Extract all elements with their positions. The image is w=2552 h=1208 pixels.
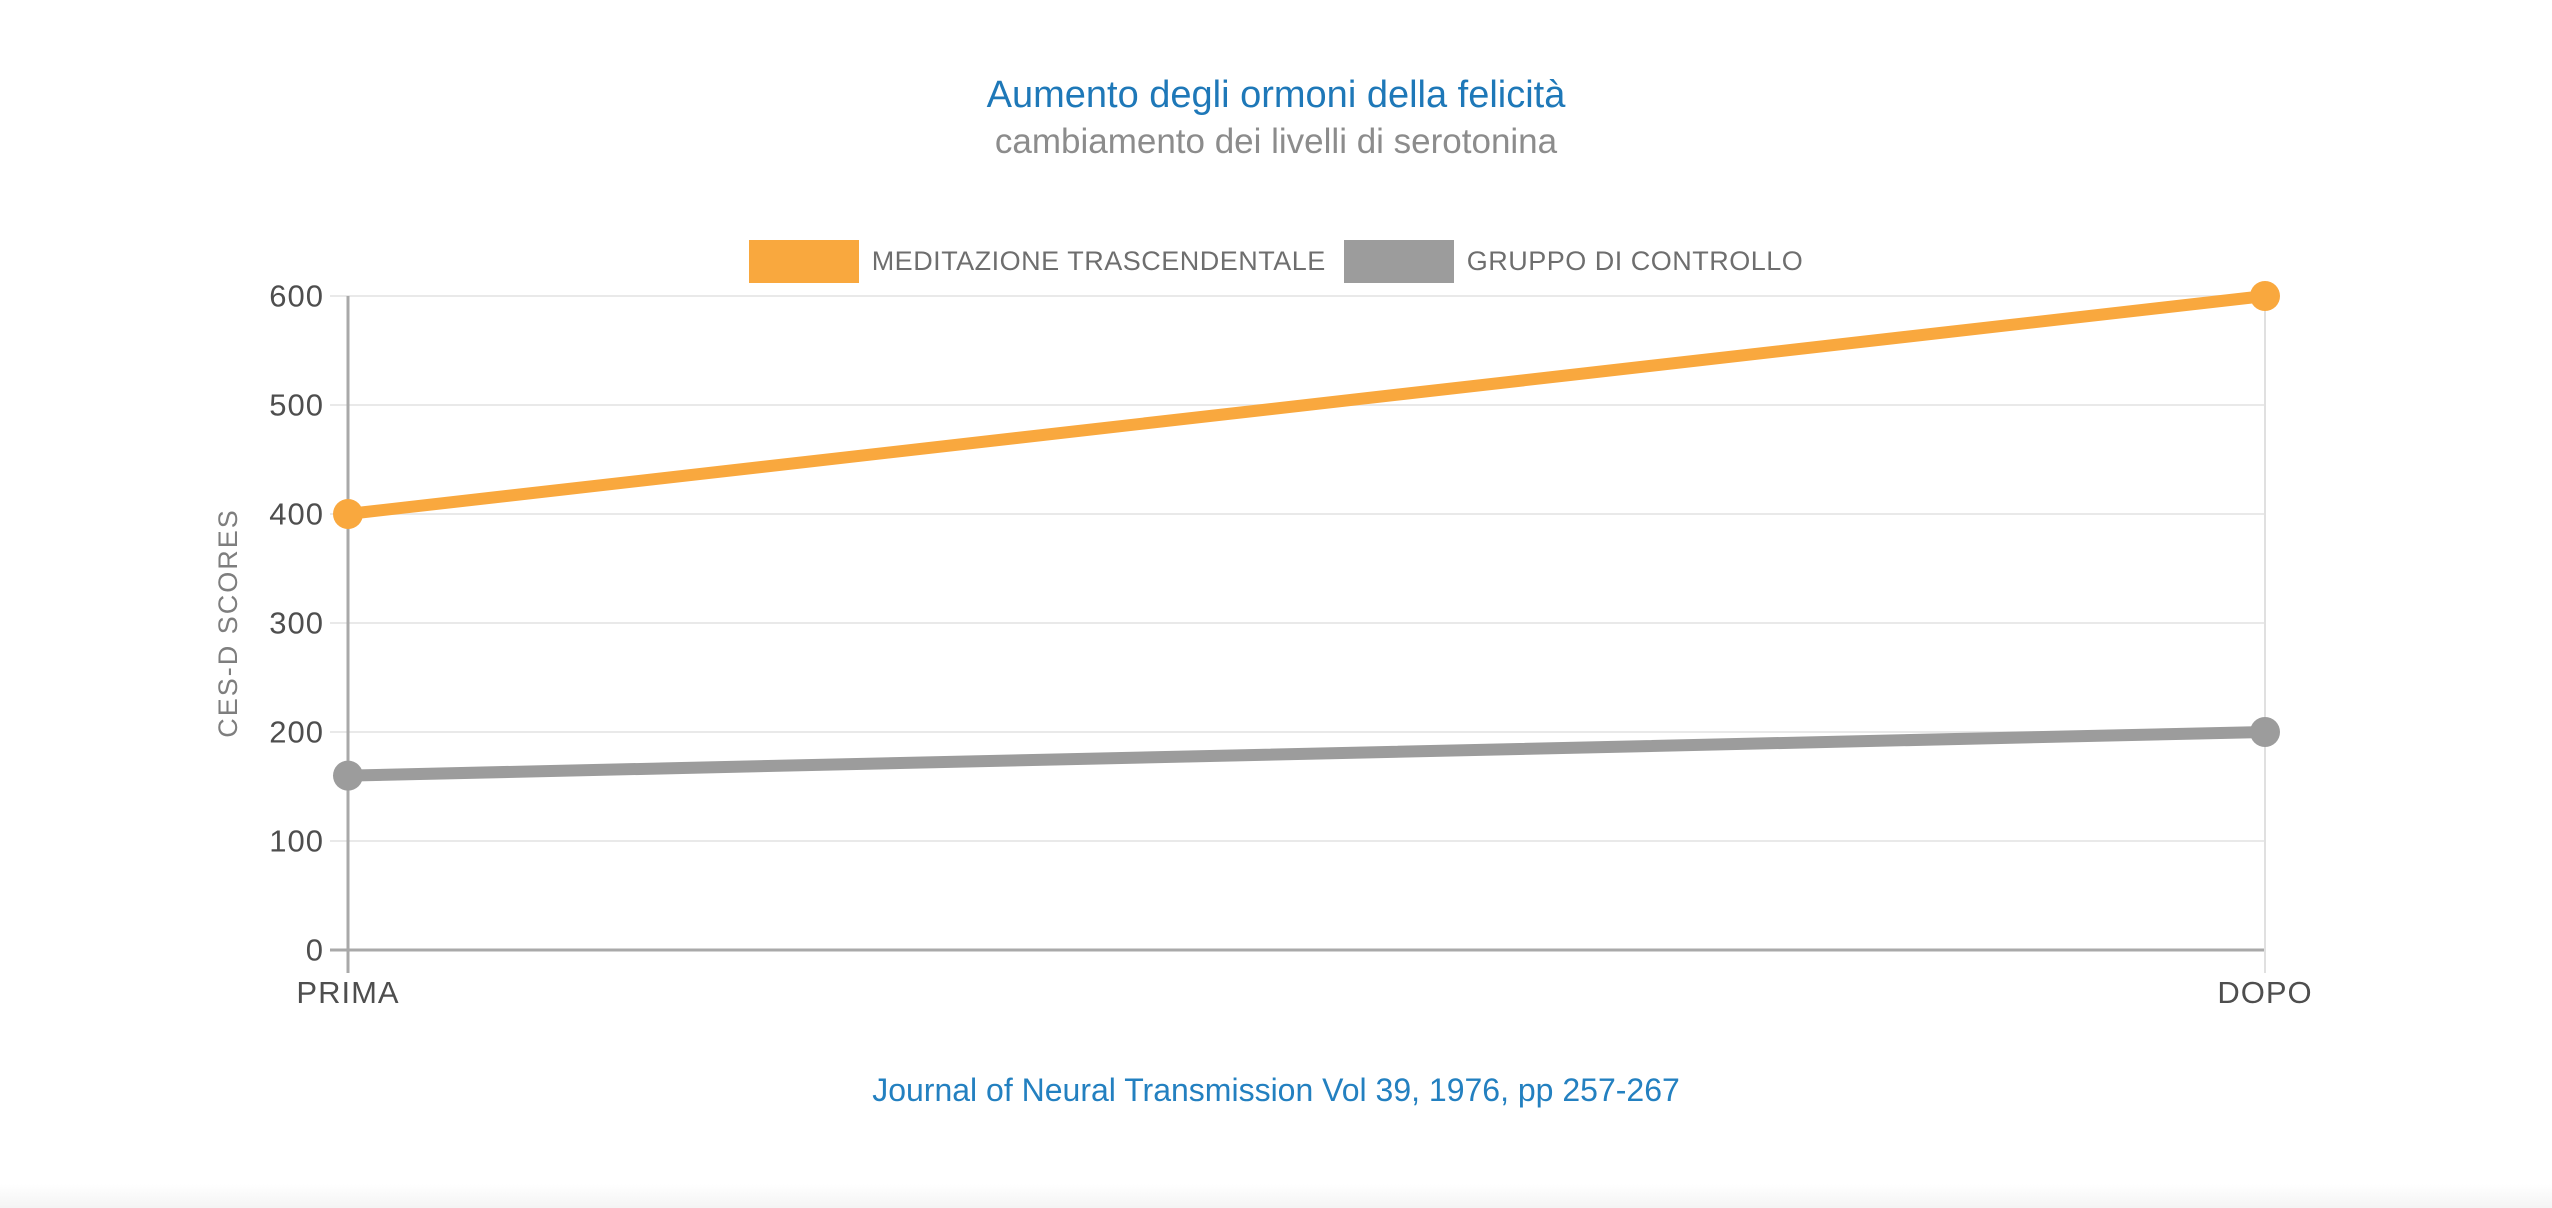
series-line-gruppo-di-controllo: [342, 726, 2271, 782]
source-citation: Journal of Neural Transmission Vol 39, 1…: [872, 1072, 1680, 1108]
legend-label-meditazione-trascendentale: MEDITAZIONE TRASCENDENTALE: [871, 246, 1326, 276]
legend-label-gruppo-di-controllo: GRUPPO DI CONTROLLO: [1466, 246, 1804, 276]
legend-swatch-meditazione-trascendentale: [748, 240, 859, 283]
legend-swatch-gruppo-di-controllo: [1343, 240, 1454, 283]
x-tick-label-dopo: DOPO: [2217, 975, 2312, 1010]
series-line-meditazione-trascendentale: [342, 290, 2271, 520]
data-point-gruppo-di-controllo-dopo: [2250, 717, 2280, 747]
y-tick-label: 500: [269, 388, 324, 423]
x-tick-label-prima: PRIMA: [296, 975, 399, 1010]
data-point-gruppo-di-controllo-prima: [333, 760, 363, 791]
legend-item-meditazione-trascendentale: MEDITAZIONE TRASCENDENTALE: [748, 240, 1326, 283]
data-point-meditazione-trascendentale-prima: [333, 499, 363, 529]
chart-legend: MEDITAZIONE TRASCENDENTALE GRUPPO DI CONT…: [0, 240, 2552, 283]
y-tick-label: 200: [269, 715, 324, 750]
y-axis-title: CES-D SCORES: [213, 508, 243, 738]
data-point-meditazione-trascendentale-dopo: [2250, 281, 2280, 311]
legend-item-gruppo-di-controllo: GRUPPO DI CONTROLLO: [1343, 240, 1804, 283]
chart-title: Aumento degli ormoni della felicità: [986, 74, 1566, 116]
chart-subtitle: cambiamento dei livelli di serotonina: [994, 122, 1558, 161]
y-tick-label: 400: [269, 497, 324, 532]
y-tick-label: 300: [269, 606, 324, 641]
bottom-edge-shadow: [0, 1184, 2552, 1208]
y-tick-label: 600: [269, 279, 324, 314]
y-tick-label: 0: [306, 933, 324, 968]
y-tick-label: 100: [269, 824, 324, 859]
